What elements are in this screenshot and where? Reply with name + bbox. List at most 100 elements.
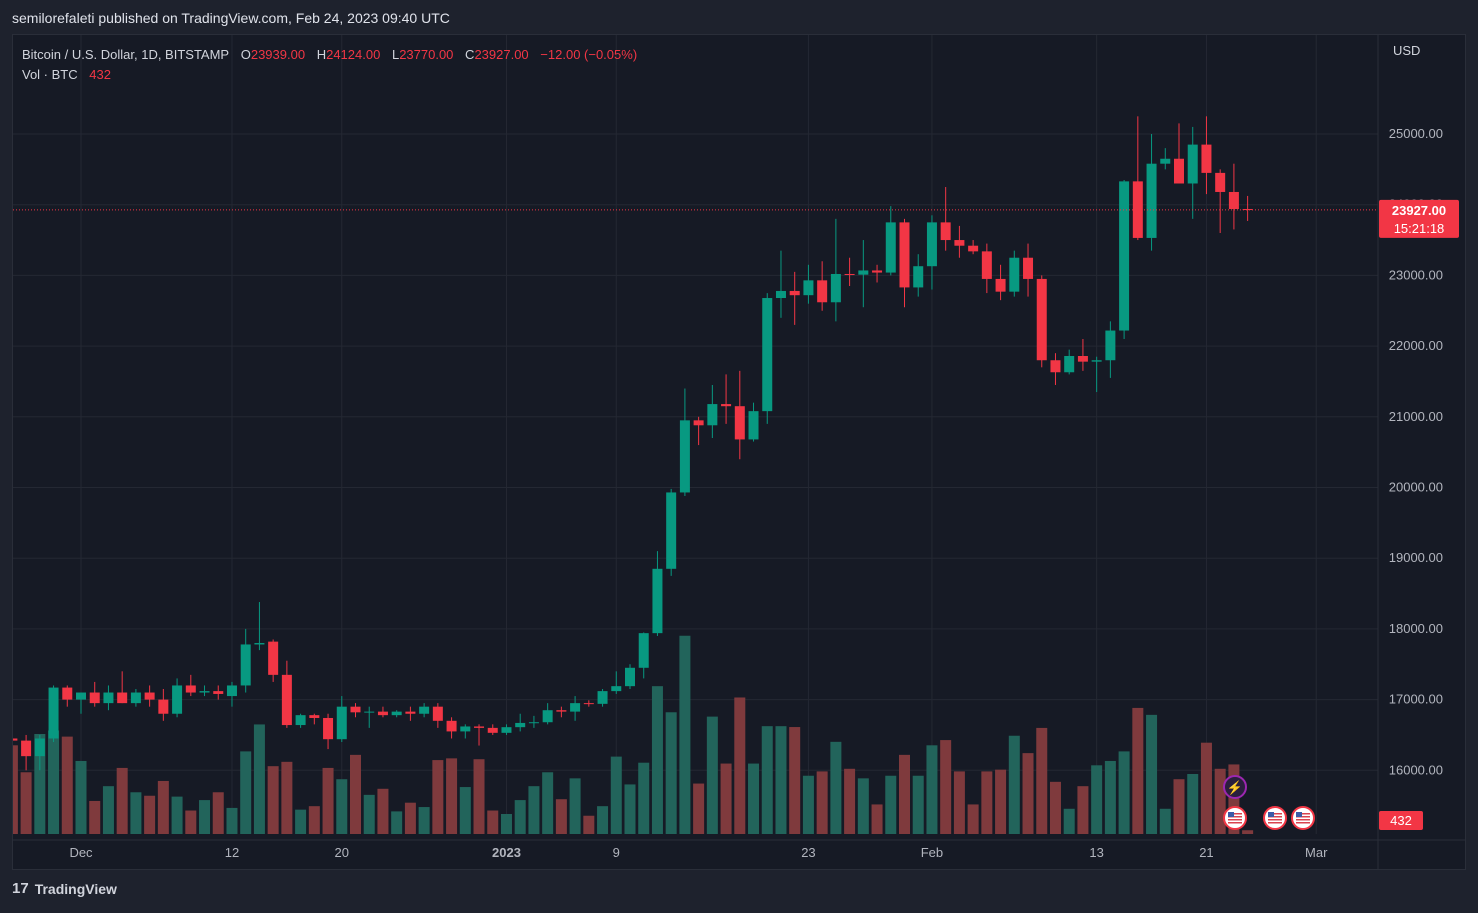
candle-body[interactable]: [1119, 181, 1130, 331]
candle-body[interactable]: [254, 643, 265, 645]
candle-body[interactable]: [1201, 144, 1212, 173]
candle-body[interactable]: [707, 404, 718, 426]
candle-body[interactable]: [611, 686, 622, 692]
candle-body[interactable]: [872, 270, 883, 273]
candle-body[interactable]: [528, 722, 539, 724]
candle-body[interactable]: [652, 568, 663, 634]
candle-body[interactable]: [1064, 355, 1075, 373]
candle-body[interactable]: [460, 726, 471, 732]
candle-body[interactable]: [542, 710, 553, 723]
candle-body[interactable]: [62, 687, 73, 700]
candle-body[interactable]: [666, 492, 677, 569]
candle-body[interactable]: [172, 685, 183, 714]
candle-body[interactable]: [432, 706, 443, 721]
candle-body[interactable]: [803, 280, 814, 296]
candle-body[interactable]: [1160, 158, 1171, 164]
candle-body[interactable]: [583, 703, 594, 705]
candle-body[interactable]: [515, 722, 526, 728]
candle-body[interactable]: [1215, 172, 1226, 192]
candle-body[interactable]: [268, 641, 279, 675]
candle-body[interactable]: [336, 706, 347, 740]
volume-label[interactable]: Vol · BTC: [22, 67, 78, 82]
candle-body[interactable]: [1146, 163, 1157, 238]
candle-body[interactable]: [474, 726, 485, 728]
candle-body[interactable]: [858, 270, 869, 275]
candle-body[interactable]: [721, 404, 732, 407]
candle-body[interactable]: [913, 266, 924, 288]
candle-body[interactable]: [281, 674, 292, 726]
candle-body[interactable]: [405, 711, 416, 714]
candle-body[interactable]: [1187, 144, 1198, 184]
us-flag-event-icon[interactable]: [1291, 806, 1315, 830]
candle-body[interactable]: [501, 727, 512, 733]
candle-body[interactable]: [158, 699, 169, 714]
candle-body[interactable]: [789, 290, 800, 296]
candle-body[interactable]: [940, 222, 951, 241]
candle-body[interactable]: [48, 687, 59, 739]
candle-body[interactable]: [885, 222, 896, 273]
candle-body[interactable]: [13, 738, 18, 741]
candle-body[interactable]: [899, 222, 910, 288]
candle-body[interactable]: [364, 711, 375, 713]
candle-body[interactable]: [487, 727, 498, 733]
candle-body[interactable]: [1077, 355, 1088, 362]
candle-body[interactable]: [995, 278, 1006, 292]
candle-body[interactable]: [556, 710, 567, 712]
candle-body[interactable]: [1050, 360, 1061, 373]
candle-body[interactable]: [817, 280, 828, 303]
candle-body[interactable]: [391, 711, 402, 716]
candle-body[interactable]: [76, 692, 86, 700]
candle-body[interactable]: [968, 245, 979, 252]
candle-body[interactable]: [762, 298, 773, 412]
tradingview-footer[interactable]: 17 TradingView: [12, 880, 117, 897]
candle-body[interactable]: [419, 706, 430, 714]
candle-body[interactable]: [954, 240, 965, 246]
candle-body[interactable]: [89, 692, 100, 704]
candle-body[interactable]: [309, 715, 320, 718]
symbol-label[interactable]: Bitcoin / U.S. Dollar, 1D, BITSTAMP: [22, 47, 230, 62]
candle-body[interactable]: [226, 685, 237, 697]
candle-body[interactable]: [199, 691, 210, 693]
candle-body[interactable]: [1174, 158, 1184, 184]
candle-body[interactable]: [350, 706, 361, 713]
candle-body[interactable]: [1132, 181, 1143, 238]
candle-body[interactable]: [240, 644, 251, 686]
candle-body[interactable]: [638, 633, 649, 668]
us-flag-event-icon[interactable]: [1223, 806, 1247, 830]
lightning-event-icon[interactable]: [1223, 775, 1247, 799]
candle-body[interactable]: [377, 711, 388, 716]
candle-body[interactable]: [213, 691, 224, 694]
candle-body[interactable]: [830, 273, 841, 303]
candle-body[interactable]: [981, 251, 992, 279]
candle-body[interactable]: [625, 667, 635, 687]
chart-area[interactable]: 25000.0024000.0023000.0022000.0021000.00…: [12, 34, 1466, 870]
candle-body[interactable]: [1091, 360, 1102, 362]
candle-body[interactable]: [21, 740, 32, 757]
candle-body[interactable]: [1023, 257, 1034, 279]
candle-body[interactable]: [446, 720, 457, 732]
candle-body[interactable]: [844, 273, 855, 275]
candle-body[interactable]: [295, 715, 306, 726]
candle-body[interactable]: [34, 738, 45, 757]
candle-body[interactable]: [693, 420, 704, 426]
candle-body[interactable]: [1228, 191, 1239, 210]
candle-body[interactable]: [734, 406, 745, 440]
candle-body[interactable]: [570, 703, 581, 712]
us-flag-event-icon[interactable]: [1263, 806, 1287, 830]
candle-body[interactable]: [1036, 278, 1047, 361]
candle-body[interactable]: [1009, 257, 1020, 292]
candle-body[interactable]: [130, 692, 141, 704]
candle-body[interactable]: [748, 411, 759, 440]
candle-body[interactable]: [679, 420, 690, 493]
candle-body[interactable]: [926, 222, 937, 267]
candle-body[interactable]: [117, 692, 128, 704]
candle-body[interactable]: [775, 290, 786, 299]
candle-body[interactable]: [597, 691, 608, 704]
candle-body[interactable]: [323, 717, 334, 740]
candle-body[interactable]: [103, 692, 114, 704]
candlestick-chart[interactable]: 25000.0024000.0023000.0022000.0021000.00…: [13, 35, 1466, 870]
candle-body[interactable]: [1105, 330, 1116, 361]
candle-body[interactable]: [185, 685, 196, 693]
candle-body[interactable]: [1242, 209, 1253, 211]
candle-body[interactable]: [144, 692, 155, 700]
